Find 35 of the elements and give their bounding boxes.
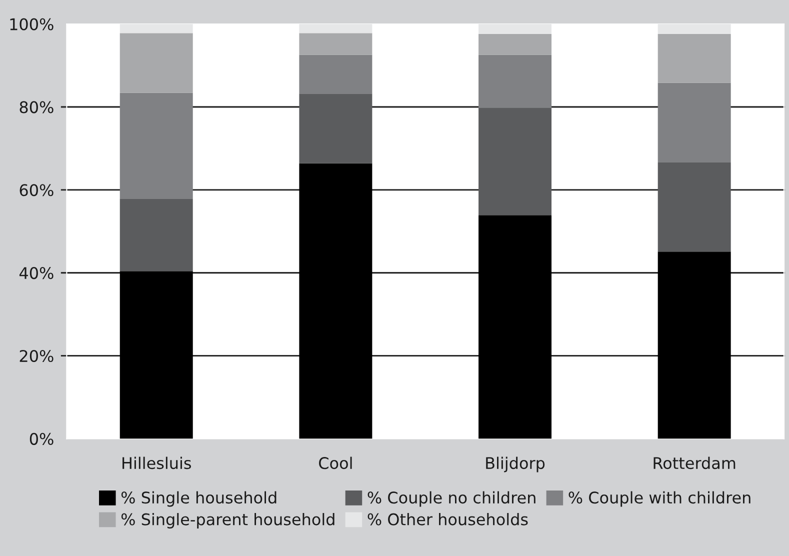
bar — [658, 24, 731, 34]
legend-label: % Couple no children — [368, 491, 536, 507]
bar — [299, 94, 372, 164]
bar — [478, 54, 552, 108]
bar — [299, 33, 372, 55]
bar — [120, 24, 193, 34]
bar — [658, 82, 731, 163]
bar — [478, 215, 552, 439]
legend-label: % Other households — [368, 513, 528, 526]
bar — [299, 24, 372, 34]
y-tick-label: 60% — [20, 184, 54, 196]
x-tick-label: Cool — [319, 456, 352, 470]
bar — [658, 34, 731, 83]
y-tick-label: 0% — [30, 432, 54, 445]
y-tick-label: 100% — [10, 18, 54, 30]
bar — [658, 252, 731, 439]
legend-label: % Single household — [121, 491, 276, 507]
bar — [478, 108, 552, 216]
bar — [120, 92, 193, 200]
bar — [120, 199, 193, 272]
y-tick-label: 80% — [20, 101, 54, 114]
bar — [478, 34, 552, 55]
bar — [120, 33, 193, 93]
y-tick-label: 40% — [19, 267, 54, 280]
bar — [299, 54, 372, 94]
bar — [299, 163, 372, 439]
bar — [658, 162, 731, 252]
x-tick-label: Blijdorp — [486, 456, 545, 472]
legend-label: % Single-parent household — [121, 513, 334, 528]
legend-label: % Couple with children — [568, 491, 750, 507]
x-tick-label: Rotterdam — [654, 456, 736, 470]
bar — [478, 24, 552, 34]
y-tick-label: 20% — [20, 350, 54, 362]
bar — [120, 271, 193, 439]
x-tick-label: Hillesluis — [122, 456, 191, 470]
